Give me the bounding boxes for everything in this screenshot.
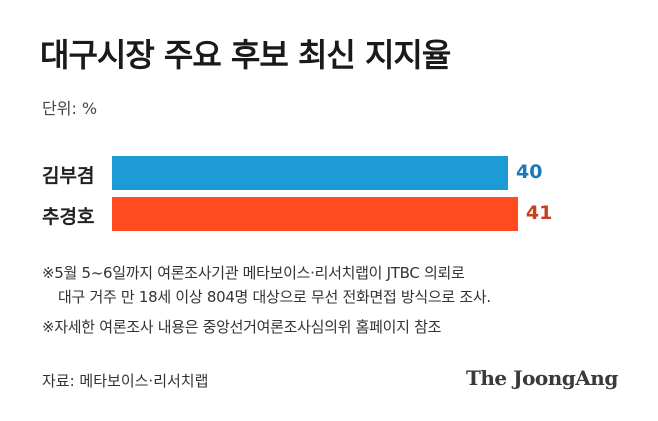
chart-title: 대구시장 주요 후보 최신 지지율 bbox=[40, 36, 451, 74]
reference-note: ※자세한 여론조사 내용은 중앙선거여론조사심의위 홈페이지 참조 bbox=[42, 318, 442, 336]
bar-label-1: 김부겸 bbox=[42, 165, 95, 187]
bar-label-2: 추경호 bbox=[42, 206, 95, 228]
bar-2 bbox=[112, 197, 518, 231]
source-label: 자료: 메타보이스·리서치랩 bbox=[42, 372, 209, 390]
survey-note-line-2: 대구 거주 만 18세 이상 804명 대상으로 무선 전화면접 방식으로 조사… bbox=[58, 288, 491, 306]
bar-value-2: 41 bbox=[525, 202, 553, 224]
unit-label: 단위: % bbox=[42, 99, 98, 118]
publisher-logo: The JoongAng bbox=[466, 366, 618, 390]
bar-1 bbox=[112, 156, 508, 190]
bar-value-1: 40 bbox=[516, 161, 543, 183]
survey-note-line-1: ※5월 5~6일까지 여론조사기관 메타보이스·리서치랩이 JTBC 의뢰로 bbox=[42, 264, 465, 282]
